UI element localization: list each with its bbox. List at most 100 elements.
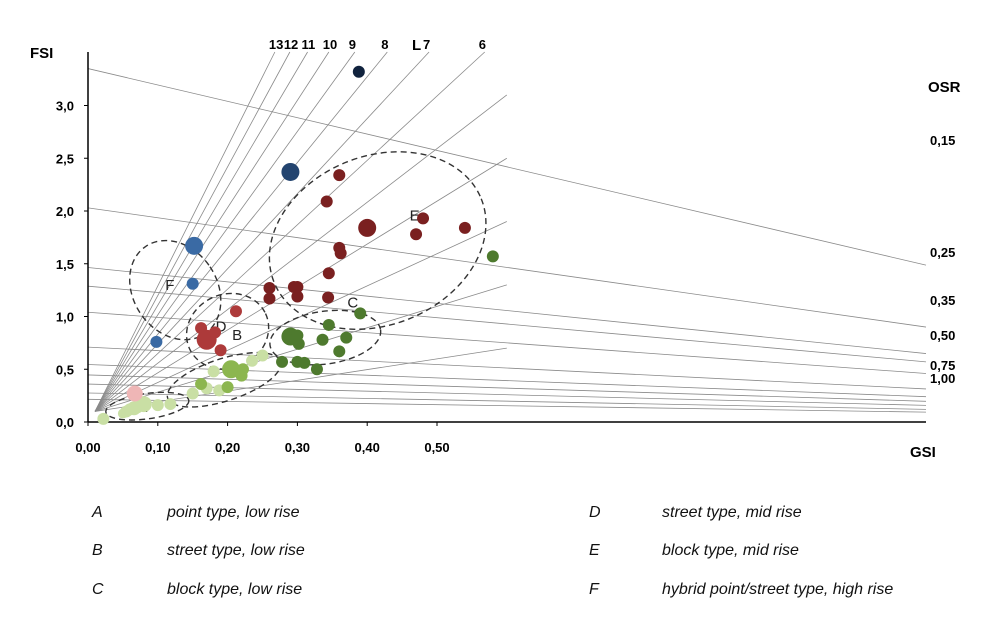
legend-text-a: point type, low rise bbox=[167, 504, 300, 521]
cluster-label-e: E bbox=[410, 208, 420, 225]
x-tick-label: 0,20 bbox=[215, 440, 240, 455]
data-point bbox=[316, 333, 329, 346]
x-tick-label: 0,40 bbox=[355, 440, 380, 455]
data-point bbox=[410, 228, 423, 241]
cluster-ellipse-c bbox=[269, 309, 382, 366]
osr-group-label: OSR bbox=[928, 79, 961, 96]
l-line-label: 10 bbox=[323, 37, 337, 52]
l-line bbox=[94, 51, 330, 412]
legend-letter-e: E bbox=[589, 542, 600, 559]
x-tick-label: 0,30 bbox=[285, 440, 310, 455]
data-point bbox=[151, 399, 164, 412]
data-point bbox=[322, 318, 335, 331]
legend: A point type, low rise B street type, lo… bbox=[0, 498, 996, 618]
data-point bbox=[486, 250, 499, 263]
chart-labels: FSI GSI L OSR bbox=[30, 37, 961, 461]
cluster-label-b: B bbox=[232, 327, 242, 344]
data-point bbox=[333, 169, 346, 182]
osr-line bbox=[87, 207, 927, 328]
data-point bbox=[334, 247, 347, 260]
osr-line-label: 0,15 bbox=[930, 133, 955, 148]
data-point bbox=[195, 378, 208, 391]
l-line-label: 9 bbox=[349, 37, 356, 52]
data-point bbox=[209, 326, 222, 339]
osr-line bbox=[87, 285, 927, 363]
cluster-ellipse-e bbox=[268, 151, 487, 330]
y-axis-title: FSI bbox=[30, 45, 53, 62]
osr-line bbox=[87, 267, 927, 354]
osr-line-label: 0,35 bbox=[930, 293, 955, 308]
data-point bbox=[236, 363, 249, 376]
legend-letter-b: B bbox=[92, 542, 103, 559]
data-point bbox=[185, 236, 204, 255]
data-point bbox=[291, 355, 304, 368]
y-tick-label: 0,0 bbox=[56, 415, 74, 430]
data-point bbox=[292, 337, 305, 350]
l-line-label: 12 bbox=[284, 37, 298, 52]
x-tick-label: 0,50 bbox=[424, 440, 449, 455]
legend-letter-c: C bbox=[92, 581, 104, 598]
osr-line bbox=[87, 68, 927, 266]
data-point bbox=[207, 365, 220, 378]
data-point bbox=[186, 387, 199, 400]
y-tick-label: 2,0 bbox=[56, 204, 74, 219]
osr-line bbox=[87, 374, 927, 402]
l-line bbox=[94, 51, 276, 412]
l-line bbox=[94, 51, 308, 412]
l-line bbox=[94, 347, 507, 412]
osr-line-label: 0,75 bbox=[930, 358, 955, 373]
legend-text-d: street type, mid rise bbox=[662, 504, 802, 521]
data-point bbox=[458, 221, 471, 234]
legend-letter-d: D bbox=[589, 504, 601, 521]
l-line-label: 6 bbox=[479, 37, 486, 52]
osr-line bbox=[87, 346, 927, 390]
data-point bbox=[150, 335, 163, 348]
osr-line-label: 0,25 bbox=[930, 245, 955, 260]
data-point bbox=[229, 305, 242, 318]
data-point bbox=[126, 385, 143, 402]
legend-letter-a: A bbox=[92, 504, 103, 521]
data-point bbox=[221, 381, 234, 394]
legend-text-b: street type, low rise bbox=[167, 542, 305, 559]
data-point bbox=[164, 398, 177, 411]
data-point bbox=[263, 282, 276, 295]
data-point bbox=[263, 292, 276, 305]
l-line bbox=[94, 94, 508, 412]
y-tick-label: 3,0 bbox=[56, 99, 74, 114]
data-point bbox=[222, 360, 241, 379]
data-point bbox=[354, 307, 367, 320]
data-point bbox=[291, 290, 304, 303]
data-point bbox=[135, 396, 152, 413]
data-point bbox=[322, 291, 335, 304]
grid-lines: 13 12 11 10 9 8 7 6 0,15 0,25 0,35 0,50 0,751,00 bbox=[87, 37, 955, 413]
y-tick-label: 1,5 bbox=[56, 257, 74, 272]
y-tick-label: 0,5 bbox=[56, 362, 74, 377]
osr-line-label: 0,50 bbox=[930, 328, 955, 343]
l-line bbox=[94, 51, 356, 412]
axes: 0,00 0,10 0,20 0,30 0,40 0,50 0,0 0,5 1,0 1,5 2,0 2… bbox=[56, 52, 926, 455]
l-line bbox=[94, 51, 291, 412]
legend-text-e: block type, mid rise bbox=[662, 542, 799, 559]
osr-line bbox=[87, 383, 927, 406]
l-line bbox=[94, 221, 507, 412]
cluster-label-d: D bbox=[216, 318, 227, 335]
data-point bbox=[333, 345, 346, 358]
y-tick-label: 1,0 bbox=[56, 310, 74, 325]
data-point bbox=[246, 354, 259, 367]
x-axis-title: GSI bbox=[910, 444, 936, 461]
data-point bbox=[214, 344, 227, 357]
l-line bbox=[94, 51, 486, 412]
cluster-ellipse-a bbox=[105, 391, 190, 421]
osr-line bbox=[87, 311, 927, 374]
osr-line bbox=[87, 392, 927, 410]
data-point bbox=[417, 212, 430, 225]
data-point bbox=[97, 412, 110, 425]
legend-text-c: block type, low rise bbox=[167, 581, 303, 598]
l-line bbox=[94, 51, 430, 412]
cluster-label-c: C bbox=[347, 295, 358, 312]
l-line-label: 13 bbox=[269, 37, 283, 52]
osr-line-label: 1,00 bbox=[930, 371, 955, 386]
data-point bbox=[276, 355, 289, 368]
data-point bbox=[340, 331, 353, 344]
